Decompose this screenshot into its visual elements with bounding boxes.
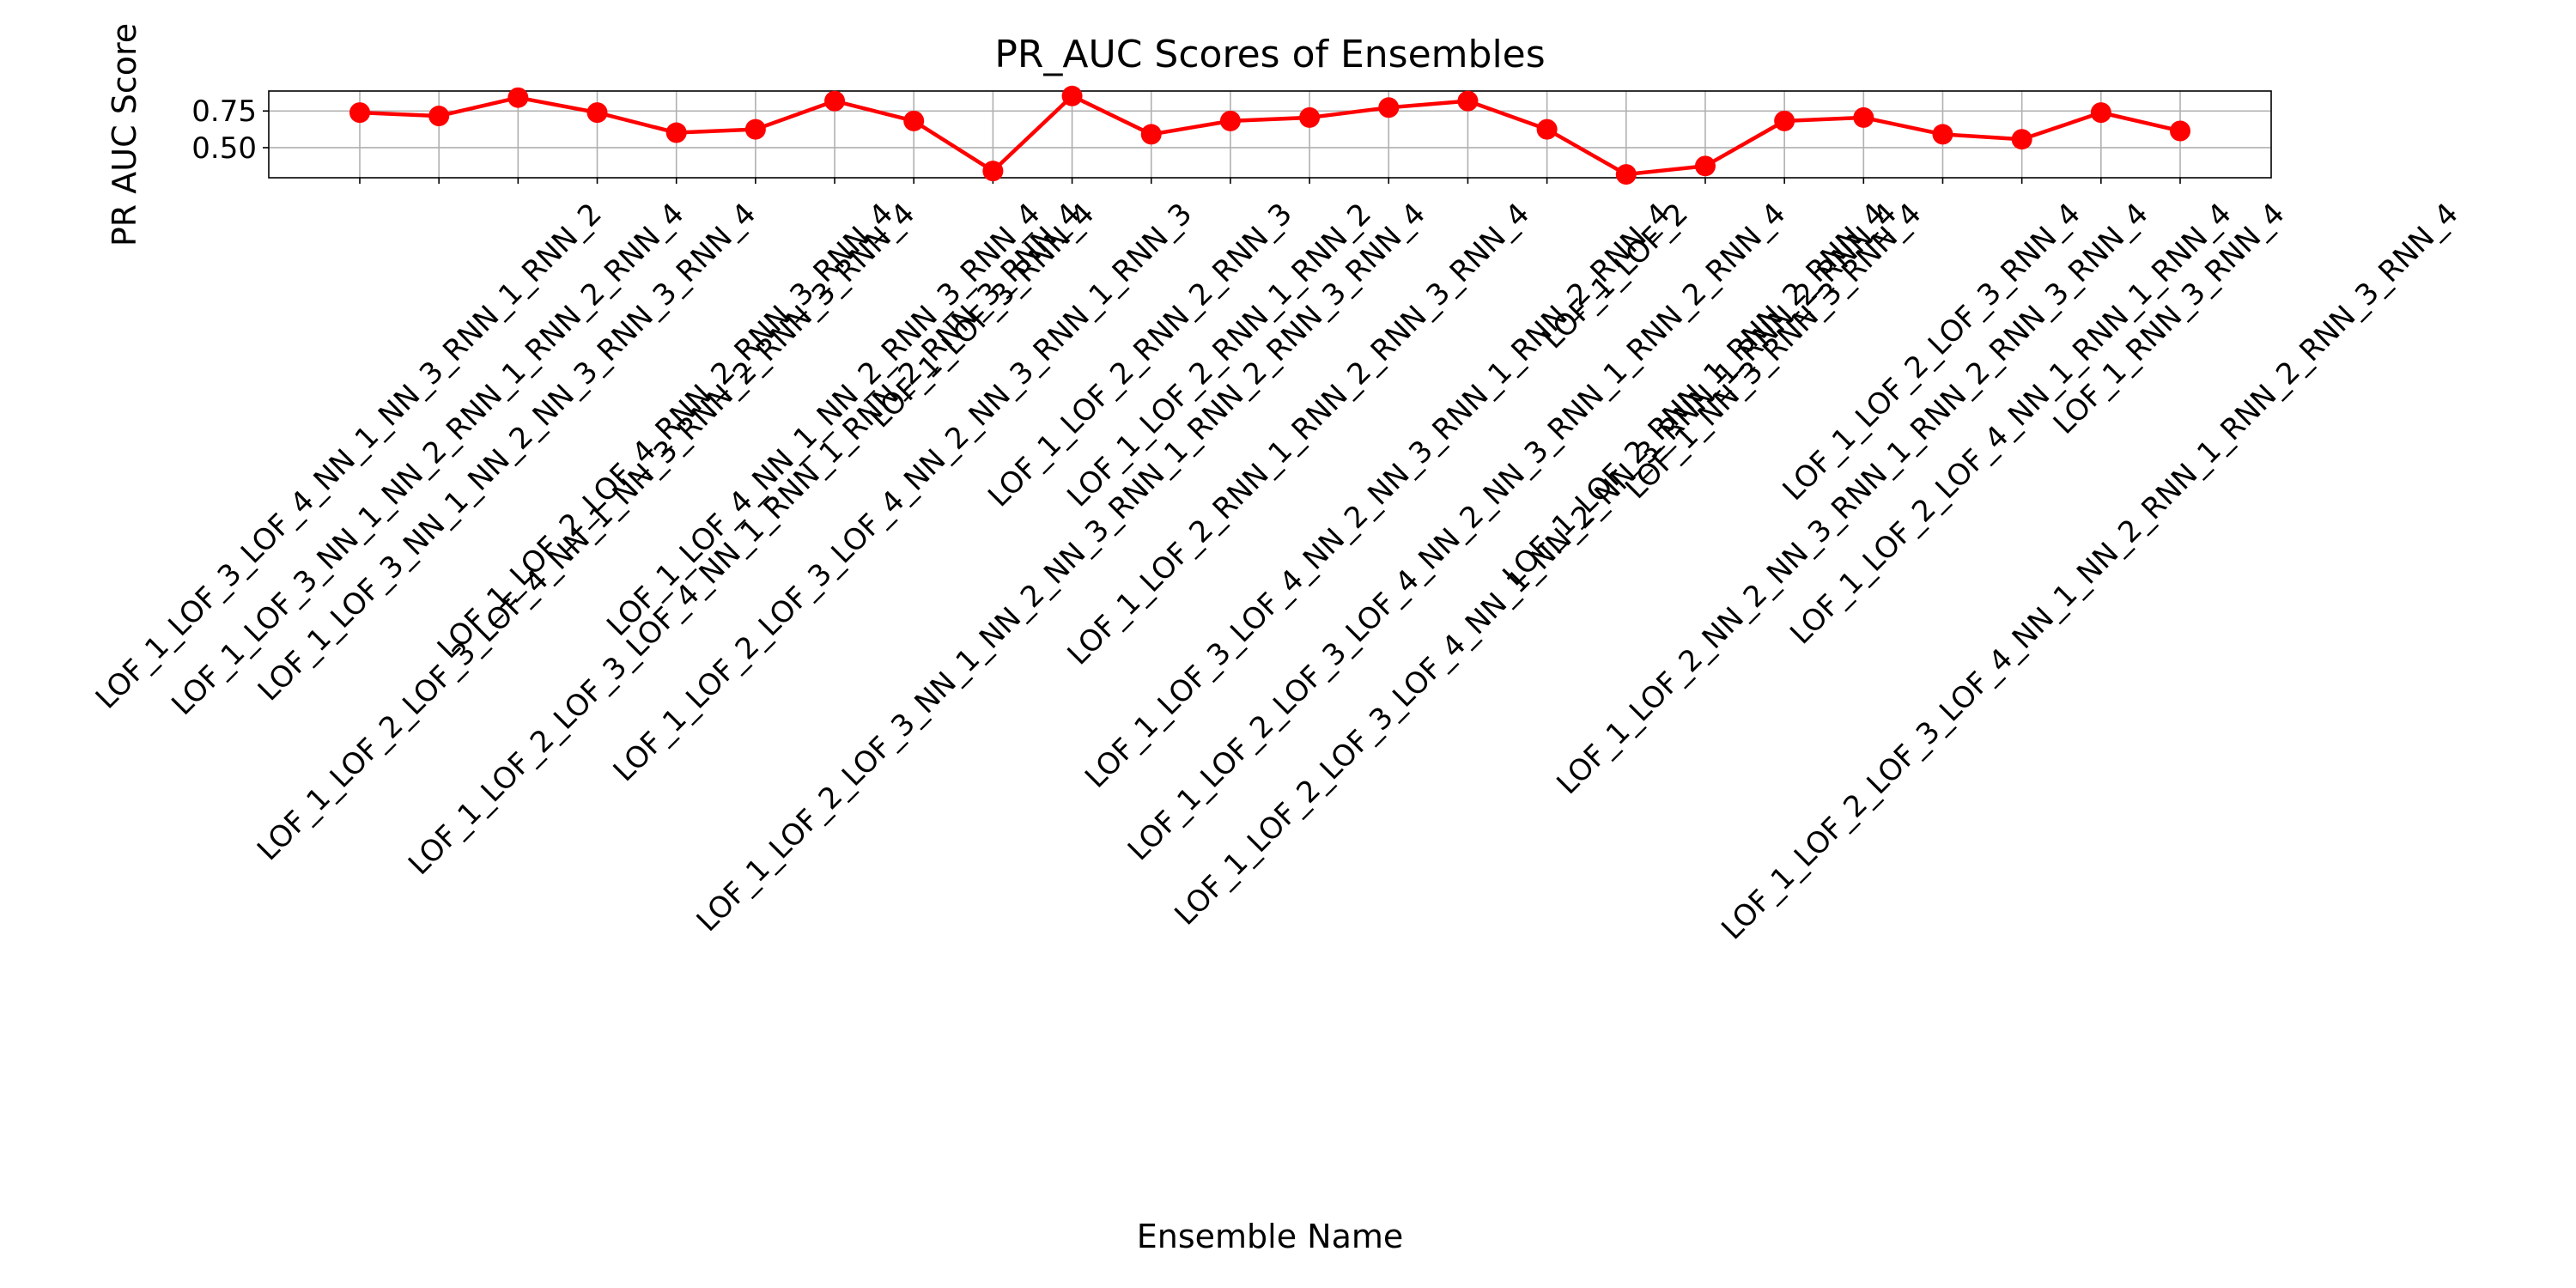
- marker: [1378, 97, 1400, 118]
- marker: [349, 102, 370, 124]
- marker: [2011, 129, 2032, 150]
- marker: [1299, 106, 1321, 128]
- y-tick-label: 0.50: [191, 131, 257, 166]
- marker: [1694, 155, 1716, 177]
- marker: [1615, 164, 1637, 185]
- marker: [1932, 124, 1953, 145]
- marker: [1457, 90, 1479, 112]
- x-tick-label: LOF_1_LOF_2_RNN_1_RNN_2: [1060, 197, 1378, 514]
- marker: [2090, 102, 2111, 124]
- marker: [1219, 110, 1241, 131]
- marker: [1061, 85, 1083, 106]
- marker: [824, 90, 846, 112]
- marker: [1853, 106, 1874, 128]
- plot-frame: [268, 90, 2272, 179]
- x-axis-label: Ensemble Name: [1137, 1218, 1404, 1255]
- marker: [428, 106, 450, 127]
- marker: [1536, 118, 1558, 140]
- y-tick-label: 0.75: [191, 94, 257, 129]
- marker: [507, 87, 529, 108]
- marker: [1140, 124, 1162, 145]
- line: [359, 94, 2181, 177]
- marker: [586, 102, 608, 124]
- x-tick-label: LOF_1_LOF_3_LOF_4_NN_1_NN_3_RNN_1_RNN_2: [89, 197, 609, 716]
- chart-title: PR_AUC Scores of Ensembles: [994, 33, 1545, 76]
- marker: [744, 118, 766, 140]
- marker: [665, 122, 687, 143]
- marker: [2170, 120, 2190, 142]
- y-axis-label: PR AUC Score: [106, 23, 143, 246]
- marker: [1774, 110, 1795, 131]
- marker: [982, 161, 1004, 182]
- marker: [903, 110, 925, 131]
